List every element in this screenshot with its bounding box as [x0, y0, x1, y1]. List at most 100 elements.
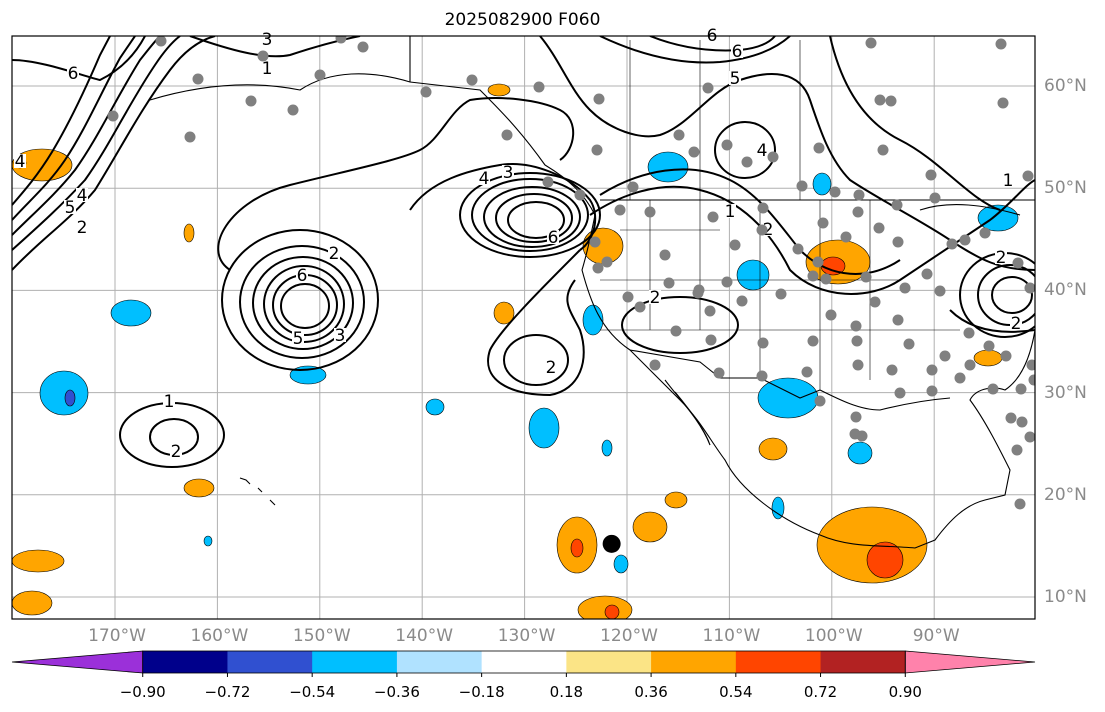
contour-label-bg — [502, 165, 514, 179]
contour-line — [217, 97, 575, 271]
station-dot — [860, 271, 872, 283]
contour-line — [483, 186, 581, 248]
colorbar-segment — [735, 651, 822, 673]
latitude-tick-label: 50°N — [1044, 178, 1087, 199]
contour-label-bg — [756, 143, 768, 157]
longitude-tick-label: 130°W — [497, 626, 556, 646]
colorbar-tick-label: 0.54 — [719, 683, 753, 701]
station-dot — [959, 234, 971, 246]
great-lakes — [919, 204, 1021, 216]
contour-label-bg — [67, 66, 79, 80]
coastline-gulf — [819, 389, 951, 411]
contour-label-bg — [14, 154, 26, 168]
positive-anomaly-area — [664, 491, 688, 509]
contour-line — [949, 309, 1035, 333]
contour-line — [714, 121, 776, 179]
colorbar-tick-label: −0.90 — [119, 683, 166, 701]
contour-label-bg — [328, 246, 340, 260]
colorbar-tick-label: −0.54 — [289, 683, 336, 701]
colorbar-segment — [651, 651, 737, 673]
station-dot — [939, 350, 951, 362]
contour-label: 4 — [757, 141, 768, 161]
contour-label: 5 — [65, 198, 76, 218]
station-dot — [894, 387, 906, 399]
station-dot — [946, 238, 958, 250]
station-dot — [713, 367, 725, 379]
negative-anomaly-area — [847, 441, 873, 465]
station-dot — [287, 104, 299, 116]
longitude-tick-label: 160°W — [190, 626, 249, 646]
station-dot — [885, 95, 897, 107]
contour-label: 2 — [763, 220, 774, 240]
contour-label-bg — [76, 220, 88, 234]
negative-anomaly-area — [647, 151, 689, 183]
station-dot — [812, 256, 824, 268]
contour-label: 3 — [335, 326, 346, 346]
station-dot — [849, 428, 861, 440]
contour-label: 2 — [996, 248, 1007, 268]
station-dot — [829, 186, 841, 198]
contour-label-bg — [706, 28, 718, 42]
station-dot — [869, 296, 881, 308]
contour-label-bg — [1002, 173, 1014, 187]
station-dot — [663, 277, 675, 289]
station-dot — [692, 287, 704, 299]
station-dot — [820, 273, 832, 285]
station-dot — [775, 288, 787, 300]
station-dot — [995, 38, 1007, 50]
station-dot — [1028, 374, 1035, 386]
station-dot — [466, 74, 478, 86]
station-dot — [814, 395, 826, 407]
contour-line — [829, 36, 1001, 211]
contour-line — [487, 249, 585, 397]
contour-line — [459, 172, 601, 258]
station-dot — [659, 249, 671, 261]
negative-anomaly-area — [203, 535, 213, 547]
contour-label-bg — [649, 290, 661, 304]
station-dot — [1005, 412, 1017, 424]
colorbar-segment — [312, 651, 398, 673]
station-dot — [865, 37, 877, 49]
station-dot — [721, 139, 733, 151]
colorbar-tick-label: 0.90 — [888, 683, 922, 701]
colorbar-tick-label: −0.18 — [458, 683, 505, 701]
station-dot — [929, 192, 941, 204]
station-dot — [853, 189, 865, 201]
colorbar-tick-label: −0.36 — [373, 683, 420, 701]
contour-label-bg — [724, 204, 736, 218]
station-dot — [891, 199, 903, 211]
positive-anomaly-area — [183, 223, 195, 243]
coastlines — [149, 36, 1035, 549]
station-dot — [721, 276, 733, 288]
station-dot — [1012, 257, 1024, 269]
positive-anomaly-area — [183, 478, 215, 498]
station-dot — [767, 151, 779, 163]
station-dot — [501, 129, 513, 141]
contour-line — [221, 229, 379, 371]
longitude-tick-label: 110°W — [702, 626, 761, 646]
station-dot — [335, 36, 347, 44]
station-dot — [704, 305, 716, 317]
station-markers — [107, 36, 1035, 510]
station-dot — [850, 411, 862, 423]
contour-label: 6 — [297, 266, 308, 286]
contour-label-bg — [163, 394, 175, 408]
latitude-tick-label: 10°N — [1044, 587, 1087, 607]
contour-line — [409, 163, 597, 251]
latitude-tick-label: 40°N — [1044, 280, 1087, 301]
contour-label: 4 — [15, 152, 26, 172]
negative-anomaly-area — [528, 407, 560, 449]
contour-line — [12, 36, 111, 206]
station-dot — [877, 144, 889, 156]
latitude-tick-label: 30°N — [1044, 382, 1087, 403]
station-dot — [705, 334, 717, 346]
negative-anomaly-area — [39, 370, 89, 416]
station-dot — [729, 239, 741, 251]
positive-anomaly-area — [632, 511, 668, 543]
longitude-tick-label: 150°W — [292, 626, 351, 646]
station-dot — [801, 366, 813, 378]
station-dot — [757, 202, 769, 214]
negative-anomaly-area — [425, 398, 445, 416]
contour-label-bg — [729, 71, 741, 85]
